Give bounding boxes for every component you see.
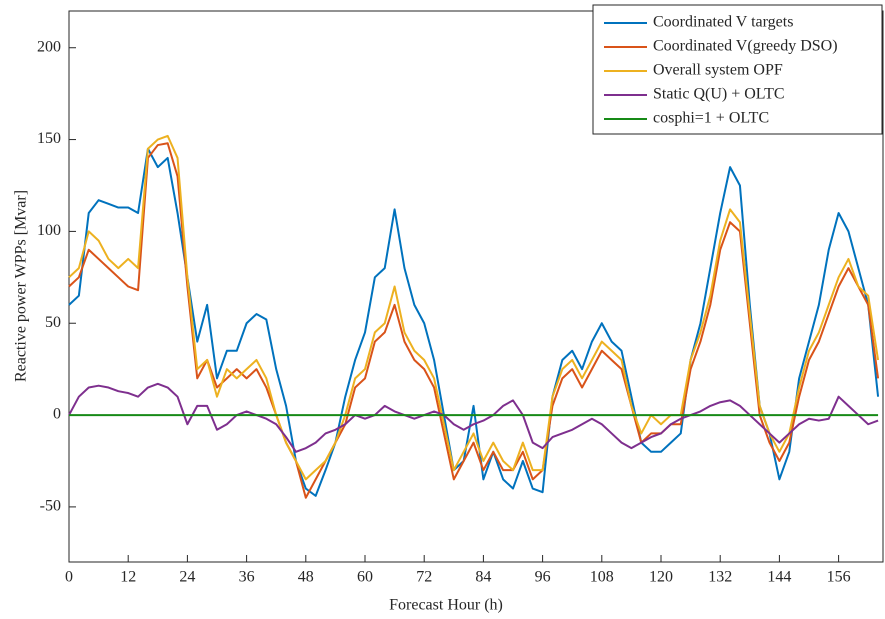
legend-label: Coordinated V(greedy DSO) — [653, 38, 838, 55]
legend-label: cosphi=1 + OLTC — [653, 110, 769, 127]
y-tick-label: 0 — [53, 406, 61, 423]
x-tick-label: 36 — [239, 569, 255, 586]
y-tick-label: -50 — [40, 498, 61, 515]
x-tick-label: 120 — [649, 569, 673, 586]
legend-box — [592, 4, 883, 135]
x-tick-label: 48 — [298, 569, 314, 586]
x-axis-label: Forecast Hour (h) — [389, 597, 503, 614]
x-tick-label: 96 — [535, 569, 551, 586]
legend-label: Overall system OPF — [653, 62, 783, 79]
legend-label: Coordinated V targets — [653, 14, 793, 31]
x-tick-label: 72 — [416, 569, 432, 586]
series-line — [68, 134, 880, 481]
x-tick-label: 60 — [357, 569, 373, 586]
y-tick-label: 200 — [37, 38, 61, 55]
x-tick-label: 156 — [827, 569, 851, 586]
y-tick-label: 50 — [45, 314, 61, 331]
y-tick-label: 100 — [37, 222, 61, 239]
x-tick-label: 132 — [708, 569, 732, 586]
x-tick-label: 84 — [475, 569, 491, 586]
y-tick-label: 150 — [37, 130, 61, 147]
y-axis-label: Reactive power WPPs [Mvar] — [13, 190, 30, 382]
x-tick-label: 12 — [120, 569, 136, 586]
x-tick-label: 0 — [65, 569, 73, 586]
x-tick-label: 144 — [767, 569, 791, 586]
x-tick-label: 108 — [590, 569, 614, 586]
series-line — [68, 147, 880, 497]
legend-label: Static Q(U) + OLTC — [653, 86, 785, 103]
x-tick-label: 24 — [179, 569, 195, 586]
series-line — [68, 382, 879, 453]
series-line — [68, 142, 880, 499]
